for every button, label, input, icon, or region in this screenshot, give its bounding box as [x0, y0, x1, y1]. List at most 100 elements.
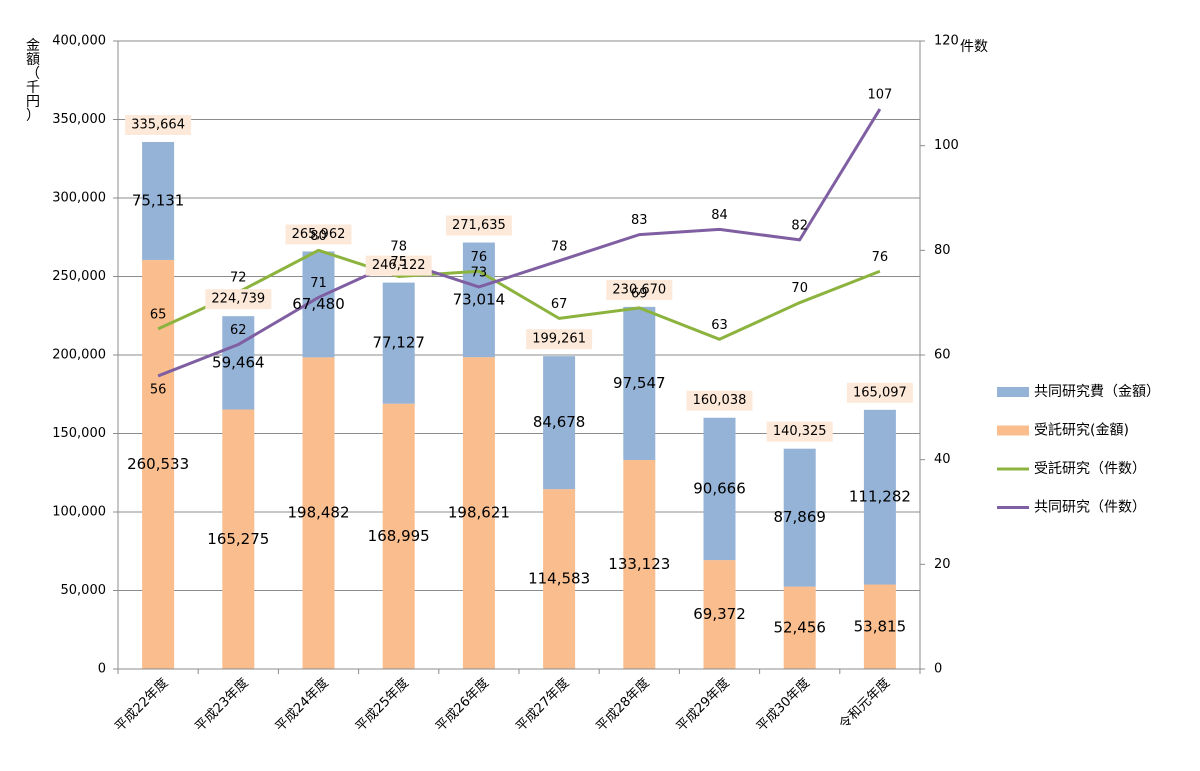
line-label-kyodo: 73	[471, 265, 488, 280]
line-label-jutaku: 72	[230, 271, 247, 286]
total-label: 160,038	[693, 393, 747, 408]
legend-jutaku-count-label: 受託研究（件数）	[1034, 461, 1146, 477]
y-axis-label-char: 額	[26, 52, 40, 68]
legend-jutaku-amount-label: 受託研究(金額)	[1034, 423, 1129, 439]
line-label-kyodo: 62	[230, 323, 247, 338]
category-label: 平成22年度	[112, 675, 172, 735]
category-label: 平成25年度	[352, 675, 412, 735]
line-label-jutaku: 65	[150, 307, 167, 322]
line-label-jutaku: 76	[872, 250, 889, 265]
right-tick-label: 60	[934, 348, 951, 363]
legend: 共同研究費（金額） 受託研究(金額) 受託研究（件数） 共同研究（件数）	[997, 384, 1160, 516]
y-axis-label-right: 件数	[960, 39, 988, 55]
bar-label-kyodo: 97,547	[613, 374, 666, 392]
bar-label-jutaku: 260,533	[127, 455, 189, 473]
bar-jutaku-amount	[382, 403, 415, 669]
total-label-box	[445, 215, 512, 236]
y-axis-label-char: 金	[26, 38, 40, 54]
bar-kyodo-amount	[142, 142, 175, 260]
bar-label-kyodo: 84,678	[533, 413, 586, 431]
line-label-kyodo: 71	[310, 276, 327, 291]
line-label-kyodo: 107	[867, 88, 892, 103]
legend-kyodo-amount-label: 共同研究費（金額）	[1034, 384, 1160, 400]
bar-jutaku-amount	[302, 357, 335, 669]
total-label-box	[526, 329, 593, 350]
bar-jutaku-amount	[222, 409, 255, 669]
total-label: 265,962	[292, 227, 346, 242]
data-labels: 260,533 75,131 165,275 59,464 198,482 67,480 1…	[125, 88, 913, 636]
total-label-box	[205, 289, 272, 310]
total-label-box	[125, 115, 192, 136]
bar-label-jutaku: 198,482	[287, 504, 349, 522]
line-label-kyodo: 82	[791, 218, 808, 233]
bar-kyodo-amount	[462, 242, 495, 358]
left-tick-label: 250,000	[52, 269, 106, 284]
category-label: 平成28年度	[593, 675, 653, 735]
total-label: 165,097	[853, 385, 907, 400]
category-label: 平成26年度	[432, 675, 492, 735]
line-label-jutaku: 76	[471, 250, 488, 265]
total-label: 246,122	[372, 258, 426, 273]
bar-jutaku-amount	[783, 586, 816, 669]
left-tick-label: 50,000	[61, 583, 107, 598]
right-tick-label: 80	[934, 243, 951, 258]
bars	[142, 142, 896, 669]
bar-label-jutaku: 114,583	[528, 570, 590, 588]
line-label-jutaku: 70	[791, 281, 808, 296]
line-label-jutaku: 67	[551, 297, 568, 312]
right-tick-label: 120	[934, 34, 959, 49]
total-label-box	[766, 421, 833, 442]
bar-label-kyodo: 90,666	[693, 479, 746, 497]
total-label: 335,664	[131, 118, 185, 133]
y-axis-label-char: 円	[26, 94, 40, 110]
total-label: 140,325	[773, 424, 827, 439]
bar-kyodo-amount	[703, 417, 736, 561]
line-label-jutaku: 63	[711, 318, 728, 333]
legend-kyodo-count-label: 共同研究（件数）	[1034, 500, 1146, 516]
bar-label-kyodo: 67,480	[292, 295, 345, 313]
line-kyodo-count	[157, 108, 882, 378]
left-tick-label: 300,000	[52, 191, 106, 206]
bar-jutaku-amount	[863, 584, 896, 669]
total-label: 224,739	[211, 292, 265, 307]
y-axis-label-char: （	[26, 66, 40, 82]
bar-label-jutaku: 198,621	[448, 504, 510, 522]
line-label-jutaku: 75	[390, 255, 407, 270]
total-label: 199,261	[532, 332, 586, 347]
right-tick-label: 100	[934, 138, 959, 153]
line-jutaku-count	[157, 248, 881, 341]
bar-kyodo-amount	[863, 409, 896, 585]
right-tick-label: 40	[934, 452, 951, 467]
bar-label-jutaku: 133,123	[608, 555, 670, 573]
total-label-box	[365, 255, 432, 276]
bar-jutaku-amount	[462, 357, 495, 669]
bar-kyodo-amount	[783, 448, 816, 587]
right-tick-label: 0	[934, 662, 942, 677]
bar-label-kyodo: 59,464	[212, 353, 265, 371]
right-tick-label: 20	[934, 557, 951, 572]
y-axis-label-char: 千	[26, 80, 40, 96]
line-label-kyodo: 78	[551, 239, 568, 254]
left-tick-label: 100,000	[52, 505, 106, 520]
bar-label-kyodo: 73,014	[453, 290, 506, 308]
category-label: 平成29年度	[673, 675, 733, 735]
category-label: 平成27年度	[513, 675, 573, 735]
bar-label-kyodo: 111,282	[849, 488, 911, 506]
bar-jutaku-amount	[703, 560, 736, 669]
category-label: 平成24年度	[272, 675, 332, 735]
bar-kyodo-amount	[222, 316, 255, 410]
line-label-jutaku: 80	[310, 229, 327, 244]
legend-jutaku-amount-swatch	[997, 425, 1029, 436]
line-label-kyodo: 83	[631, 213, 648, 228]
bar-label-jutaku: 52,456	[773, 618, 826, 636]
bar-kyodo-amount	[543, 356, 576, 490]
left-tick-label: 400,000	[52, 34, 106, 49]
left-tick-label: 350,000	[52, 112, 106, 127]
line-label-kyodo: 56	[150, 382, 167, 397]
bar-label-jutaku: 165,275	[207, 530, 269, 548]
total-label-box	[686, 390, 753, 411]
bar-jutaku-amount	[623, 459, 656, 669]
line-label-kyodo: 84	[711, 208, 728, 223]
line-label-jutaku: 69	[631, 286, 648, 301]
